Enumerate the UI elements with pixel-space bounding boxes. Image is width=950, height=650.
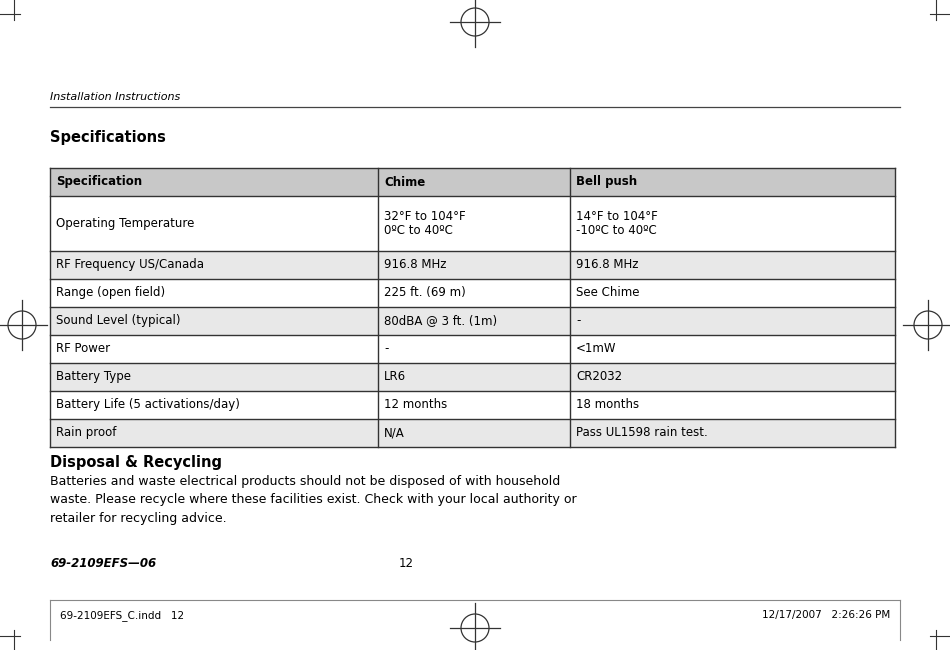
Text: Rain proof: Rain proof [56,426,116,439]
Text: 916.8 MHz: 916.8 MHz [384,258,446,271]
Text: Range (open field): Range (open field) [56,286,165,299]
Text: Battery Life (5 activations/day): Battery Life (5 activations/day) [56,398,239,411]
Bar [50,196,895,251]
Text: Installation Instructions: Installation Instructions [50,92,180,102]
Text: Specification: Specification [56,176,142,188]
Text: 916.8 MHz: 916.8 MHz [576,258,638,271]
Text: RF Frequency US/Canada: RF Frequency US/Canada [56,258,204,271]
Text: Batteries and waste electrical products should not be disposed of with household: Batteries and waste electrical products … [50,475,577,525]
Bar [50,391,895,419]
Text: Battery Type: Battery Type [56,370,131,383]
Bar [50,168,895,196]
Text: Chime: Chime [384,176,426,188]
Bar [50,335,895,363]
Text: <1mW: <1mW [576,342,617,355]
Bar [50,251,895,279]
Bar [50,419,895,447]
Text: Bell push: Bell push [576,176,637,188]
Text: 32°F to 104°F: 32°F to 104°F [384,209,466,222]
Text: CR2032: CR2032 [576,370,622,383]
Text: 12/17/2007   2:26:26 PM: 12/17/2007 2:26:26 PM [762,610,890,620]
Text: 80dBA @ 3 ft. (1m): 80dBA @ 3 ft. (1m) [384,314,497,327]
Text: 0ºC to 40ºC: 0ºC to 40ºC [384,224,453,237]
Text: 14°F to 104°F: 14°F to 104°F [576,209,657,222]
Text: RF Power: RF Power [56,342,110,355]
Text: Sound Level (typical): Sound Level (typical) [56,314,180,327]
Text: 12: 12 [399,557,414,570]
Bar [50,279,895,307]
Text: -: - [384,342,389,355]
Text: Specifications: Specifications [50,130,166,145]
Bar [50,363,895,391]
Text: Pass UL1598 rain test.: Pass UL1598 rain test. [576,426,708,439]
Text: See Chime: See Chime [576,286,639,299]
Text: -: - [576,314,580,327]
Text: -10ºC to 40ºC: -10ºC to 40ºC [576,224,656,237]
Text: Disposal & Recycling: Disposal & Recycling [50,455,222,470]
Text: 225 ft. (69 m): 225 ft. (69 m) [384,286,466,299]
Text: LR6: LR6 [384,370,407,383]
Text: Operating Temperature: Operating Temperature [56,216,195,229]
Text: 18 months: 18 months [576,398,639,411]
Text: 69-2109EFS_C.indd   12: 69-2109EFS_C.indd 12 [60,610,184,621]
Text: N/A: N/A [384,426,405,439]
Text: 12 months: 12 months [384,398,447,411]
Text: 69-2109EFS—06: 69-2109EFS—06 [50,557,156,570]
Bar [50,307,895,335]
